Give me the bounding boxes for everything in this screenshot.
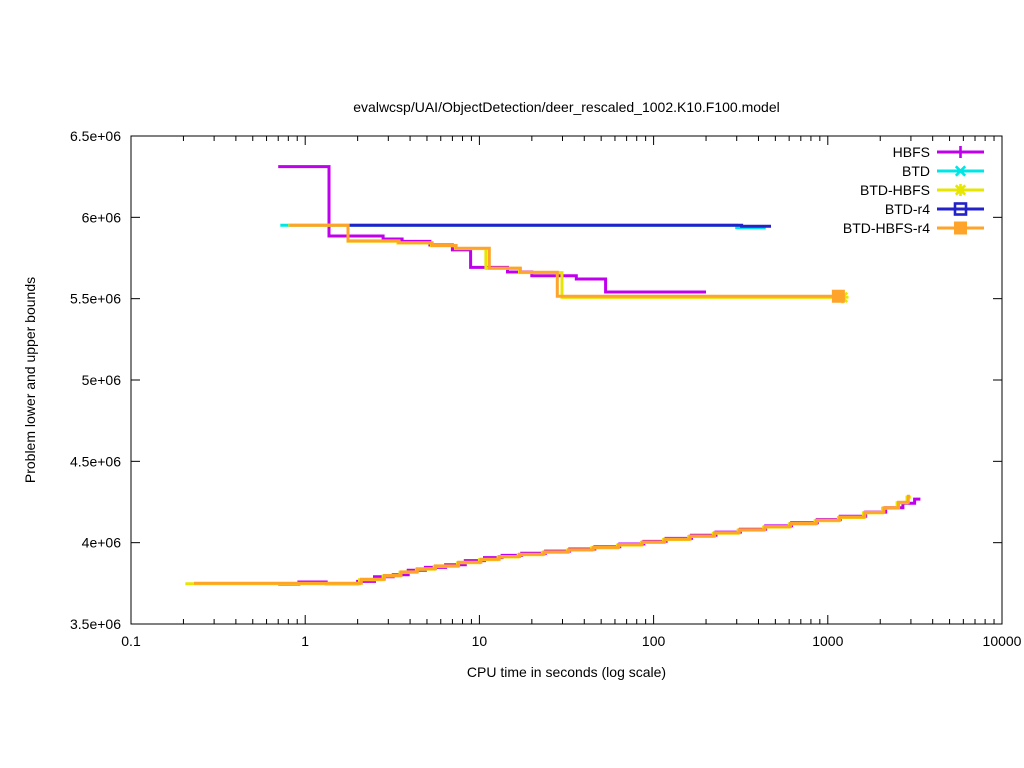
x-tick-label: 100 <box>642 633 666 649</box>
x-tick-label: 1 <box>301 633 309 649</box>
legend-label-BTD-HBFS-r4: BTD-HBFS-r4 <box>843 220 930 236</box>
y-tick-label: 3.5e+06 <box>70 616 121 632</box>
legend-label-BTD: BTD <box>902 163 930 179</box>
x-tick-label: 10 <box>472 633 488 649</box>
legend-label-BTD-HBFS: BTD-HBFS <box>860 182 930 198</box>
series-BTD-HBFS-r4-upper-bound-line <box>289 223 839 298</box>
y-tick-label: 6.5e+06 <box>70 128 121 144</box>
plot-border <box>130 135 1003 625</box>
x-tick-label: 10000 <box>983 633 1022 649</box>
legend-marker-BTD-HBFS-r4-icon <box>954 221 967 235</box>
y-tick-label: 5e+06 <box>82 372 122 388</box>
legend-label-HBFS: HBFS <box>893 144 930 160</box>
y-tick-label: 6e+06 <box>82 209 122 225</box>
series-BTD-HBFS-r4-end-marker <box>831 289 845 303</box>
legend-marker-BTD-icon <box>954 165 967 177</box>
y-tick-label: 4e+06 <box>82 535 122 551</box>
series-BTD-HBFS-lower-bound-line <box>185 495 911 586</box>
x-axis-label: CPU time in seconds (log scale) <box>466 664 667 680</box>
x-tick-label: 0.1 <box>121 633 141 649</box>
series-HBFS-lower-bound-line <box>278 497 921 586</box>
series-BTD-r4-upper-bound-line <box>349 223 771 228</box>
x-tick-label: 1000 <box>812 633 843 649</box>
legend-marker-BTD-r4-icon <box>953 202 968 216</box>
legend-label-BTD-r4: BTD-r4 <box>885 201 930 217</box>
series-HBFS-upper-bound-line <box>278 165 706 294</box>
series-BTD-HBFS-r4-lower-bound-line <box>194 494 910 585</box>
y-axis-label: Problem lower and upper bounds <box>22 276 38 484</box>
y-tick-label: 4.5e+06 <box>70 453 121 469</box>
chart-title: evalwcsp/UAI/ObjectDetection/deer_rescal… <box>353 99 780 115</box>
legend-marker-BTD-HBFS-icon <box>954 184 967 196</box>
y-tick-label: 5.5e+06 <box>70 291 121 307</box>
